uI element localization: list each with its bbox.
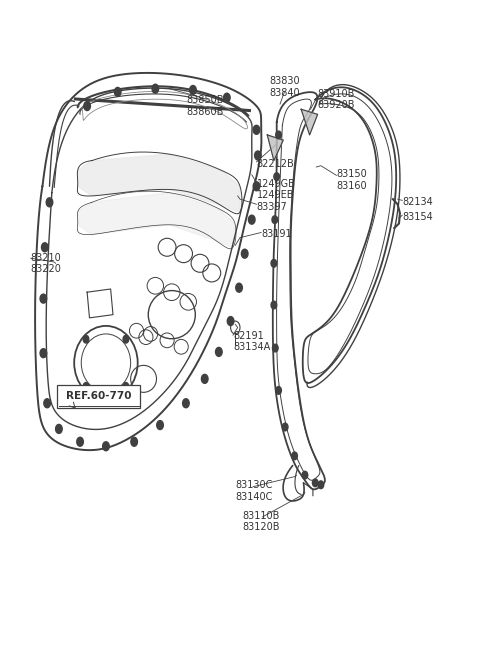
Circle shape	[276, 386, 281, 394]
Circle shape	[202, 375, 208, 383]
Circle shape	[77, 438, 84, 446]
Circle shape	[276, 131, 281, 139]
Text: 83110B
83120B: 83110B 83120B	[242, 510, 280, 532]
Text: 83397: 83397	[256, 202, 287, 212]
Circle shape	[271, 259, 276, 267]
Circle shape	[182, 399, 189, 407]
Circle shape	[312, 479, 318, 487]
Circle shape	[272, 215, 277, 223]
Circle shape	[103, 441, 109, 451]
Text: 83150
83160: 83150 83160	[336, 169, 367, 191]
Polygon shape	[78, 193, 235, 247]
Circle shape	[302, 472, 308, 479]
Circle shape	[190, 86, 196, 94]
Circle shape	[131, 438, 137, 446]
Circle shape	[40, 348, 47, 358]
Circle shape	[253, 182, 260, 191]
Circle shape	[44, 399, 50, 407]
Circle shape	[84, 102, 90, 111]
Text: 82212B: 82212B	[256, 159, 294, 169]
Circle shape	[216, 347, 222, 356]
Circle shape	[157, 421, 163, 430]
Text: 83850B
83860B: 83850B 83860B	[186, 95, 224, 117]
Circle shape	[46, 198, 53, 207]
Circle shape	[83, 383, 89, 390]
Circle shape	[249, 215, 255, 224]
Text: 82191
83134A: 82191 83134A	[233, 331, 270, 352]
Circle shape	[56, 424, 62, 434]
Circle shape	[228, 316, 234, 326]
Text: 82134: 82134	[402, 197, 433, 208]
Circle shape	[114, 87, 121, 96]
Polygon shape	[267, 135, 283, 160]
Circle shape	[41, 243, 48, 252]
Circle shape	[318, 481, 324, 489]
FancyBboxPatch shape	[58, 384, 140, 407]
Text: 83830
83840: 83830 83840	[269, 76, 300, 98]
Circle shape	[273, 344, 278, 352]
Circle shape	[123, 335, 129, 343]
Polygon shape	[301, 109, 318, 135]
Circle shape	[236, 283, 242, 292]
Circle shape	[40, 294, 47, 303]
Circle shape	[274, 173, 279, 181]
Text: 83130C
83140C: 83130C 83140C	[235, 480, 273, 502]
Text: 83910B
83920B: 83910B 83920B	[318, 89, 355, 111]
Text: 83154: 83154	[402, 212, 433, 222]
Circle shape	[123, 383, 129, 390]
Circle shape	[282, 423, 288, 431]
Circle shape	[224, 93, 230, 102]
Circle shape	[152, 84, 158, 93]
Text: 83210
83220: 83210 83220	[31, 253, 61, 274]
Circle shape	[253, 125, 260, 134]
Text: REF.60-770: REF.60-770	[66, 391, 132, 401]
Polygon shape	[78, 154, 240, 212]
Circle shape	[271, 301, 276, 309]
Text: 83191: 83191	[261, 229, 292, 240]
Text: 1249GB
1249EB: 1249GB 1249EB	[256, 179, 295, 200]
Circle shape	[83, 335, 89, 343]
Circle shape	[292, 452, 298, 460]
Circle shape	[241, 249, 248, 258]
Circle shape	[254, 151, 261, 160]
